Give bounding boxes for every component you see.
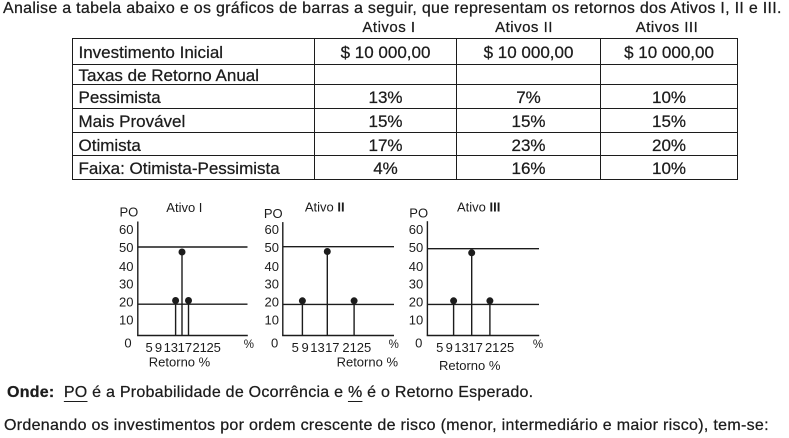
svg-text:10: 10 <box>265 313 279 328</box>
svg-text:PO: PO <box>409 206 428 221</box>
svg-text:%: % <box>244 339 254 351</box>
svg-text:30: 30 <box>265 277 279 292</box>
svg-text:13: 13 <box>164 340 178 355</box>
svg-text:21: 21 <box>342 340 356 355</box>
svg-text:5: 5 <box>436 340 443 355</box>
svg-text:60: 60 <box>265 222 279 237</box>
svg-text:Ativo I: Ativo I <box>166 200 202 215</box>
svg-text:40: 40 <box>119 259 133 274</box>
svg-text:0: 0 <box>124 336 131 351</box>
svg-text:30: 30 <box>119 277 133 292</box>
svg-text:17: 17 <box>178 340 192 355</box>
svg-text:25: 25 <box>500 340 514 355</box>
svg-text:20: 20 <box>265 295 279 310</box>
svg-text:50: 50 <box>265 240 279 255</box>
svg-text:60: 60 <box>119 222 133 237</box>
svg-text:25: 25 <box>206 340 220 355</box>
svg-text:21: 21 <box>485 340 499 355</box>
svg-text:Retorno %: Retorno % <box>439 358 501 373</box>
svg-text:10: 10 <box>409 313 423 328</box>
svg-text:Retorno %: Retorno % <box>337 355 399 370</box>
svg-text:20: 20 <box>409 295 423 310</box>
svg-text:40: 40 <box>265 259 279 274</box>
svg-text:10: 10 <box>119 313 133 328</box>
svg-text:25: 25 <box>357 340 371 355</box>
svg-text:%: % <box>533 339 543 351</box>
svg-text:Ativo III: Ativo III <box>457 200 500 215</box>
svg-text:Retorno %: Retorno % <box>149 355 211 370</box>
svg-text:17: 17 <box>468 340 482 355</box>
svg-text:30: 30 <box>409 277 423 292</box>
svg-text:50: 50 <box>409 240 423 255</box>
svg-text:9: 9 <box>446 340 453 355</box>
svg-text:13: 13 <box>454 340 468 355</box>
svg-text:PO: PO <box>120 205 139 220</box>
svg-text:0: 0 <box>415 336 422 351</box>
svg-text:5: 5 <box>292 340 299 355</box>
svg-text:9: 9 <box>155 340 162 355</box>
svg-text:%: % <box>389 339 399 351</box>
svg-text:PO: PO <box>264 206 283 221</box>
svg-text:21: 21 <box>192 340 206 355</box>
svg-text:5: 5 <box>145 340 152 355</box>
svg-text:50: 50 <box>119 240 133 255</box>
svg-text:20: 20 <box>119 295 133 310</box>
svg-text:40: 40 <box>409 259 423 274</box>
svg-text:0: 0 <box>271 336 278 351</box>
svg-text:Ativo II: Ativo II <box>305 200 345 215</box>
svg-text:60: 60 <box>409 222 423 237</box>
svg-text:9: 9 <box>301 340 308 355</box>
svg-text:17: 17 <box>325 340 339 355</box>
svg-text:13: 13 <box>310 340 324 355</box>
